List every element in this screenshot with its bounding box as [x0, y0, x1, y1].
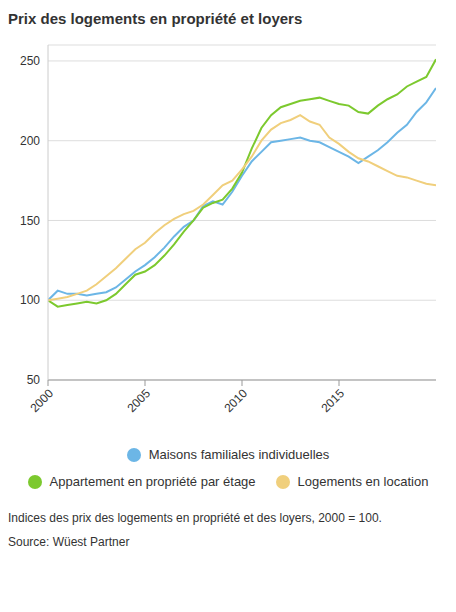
svg-text:100: 100 [20, 293, 40, 307]
html-text:Appartement en propriété par é: Appartement en propriété par étage [49, 474, 256, 489]
html-text:Maisons familiales individuell: Maisons familiales individuelles [148, 447, 330, 462]
svg-text:2000: 2000 [27, 386, 56, 415]
svg-text:200: 200 [20, 134, 40, 148]
svg-text:150: 150 [20, 214, 40, 228]
html-text:Source: Wüest Partner: Source: Wüest Partner [8, 535, 130, 549]
svg-text:50: 50 [27, 373, 41, 387]
html-text:Prix des logements en propriét: Prix des logements en propriété et loyer… [8, 10, 303, 27]
svg-text:250: 250 [20, 54, 40, 68]
svg-text:2010: 2010 [221, 386, 250, 415]
html-text:Logements en location: Logements en location [297, 474, 429, 489]
svg-text:2005: 2005 [124, 386, 153, 415]
html-text:Indices des prix des logements: Indices des prix des logements en propri… [8, 511, 382, 525]
svg-text:2015: 2015 [318, 386, 347, 415]
